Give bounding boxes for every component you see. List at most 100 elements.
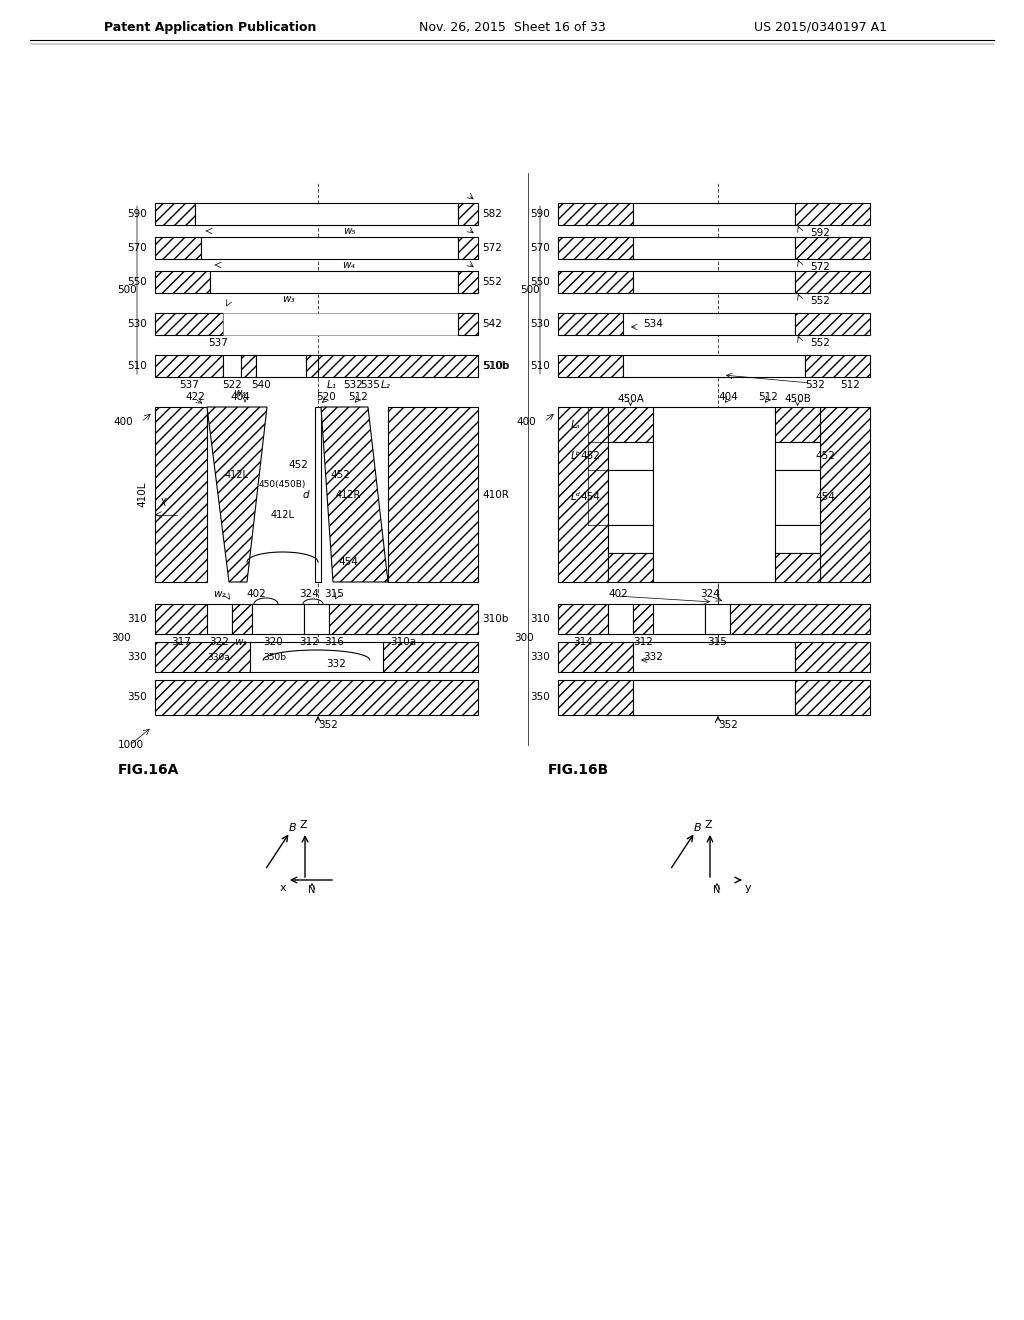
Text: w₅: w₅ — [343, 226, 355, 236]
Text: Lᵈ: Lᵈ — [571, 492, 581, 503]
Bar — [558, 355, 623, 378]
Text: 510: 510 — [127, 360, 147, 371]
Bar — [558, 407, 608, 582]
Bar — [730, 605, 870, 634]
Text: 316: 316 — [324, 638, 344, 647]
Text: 312: 312 — [299, 638, 318, 647]
Text: 400: 400 — [516, 417, 536, 426]
Bar — [195, 203, 458, 224]
Bar — [608, 442, 653, 470]
Text: 592: 592 — [810, 228, 829, 238]
Bar — [795, 313, 870, 335]
Text: Lᵇ: Lᵇ — [570, 451, 582, 461]
Text: 552: 552 — [482, 277, 502, 286]
Bar — [155, 238, 201, 259]
Bar — [795, 271, 870, 293]
Text: 350: 350 — [127, 693, 147, 702]
Bar — [201, 238, 458, 259]
Text: 454: 454 — [338, 557, 358, 568]
Text: 452: 452 — [815, 451, 835, 461]
Bar — [241, 355, 256, 378]
Text: 572: 572 — [810, 261, 829, 272]
Text: 590: 590 — [530, 209, 550, 219]
Text: Lₐ: Lₐ — [571, 420, 581, 429]
Text: FIG.16B: FIG.16B — [548, 763, 609, 777]
Text: 332: 332 — [327, 659, 346, 669]
Text: 530: 530 — [127, 319, 147, 329]
Text: 572: 572 — [482, 243, 502, 253]
Text: FIG.16A: FIG.16A — [118, 763, 179, 777]
Text: 1000: 1000 — [118, 741, 144, 750]
Bar — [633, 238, 795, 259]
Text: 320: 320 — [263, 638, 283, 647]
Bar — [608, 407, 653, 442]
Bar — [775, 407, 820, 442]
Text: 330a: 330a — [207, 652, 230, 661]
Bar — [329, 605, 478, 634]
Text: 352: 352 — [718, 719, 738, 730]
Bar — [608, 525, 653, 553]
Bar — [155, 642, 250, 672]
Text: 310a: 310a — [390, 638, 417, 647]
Bar — [304, 605, 329, 634]
Text: 317: 317 — [171, 638, 190, 647]
Polygon shape — [321, 407, 388, 582]
Text: 510b: 510b — [482, 360, 509, 371]
Text: y: y — [744, 883, 752, 894]
Bar — [775, 442, 820, 470]
Text: 314: 314 — [573, 638, 593, 647]
Bar — [558, 238, 633, 259]
Bar — [623, 313, 795, 335]
Text: 410R: 410R — [482, 490, 509, 499]
Text: L₁: L₁ — [327, 380, 337, 389]
Text: 542: 542 — [482, 319, 502, 329]
Bar — [306, 355, 478, 378]
Bar — [458, 203, 478, 224]
Text: 532: 532 — [343, 380, 362, 389]
Text: 452: 452 — [288, 459, 308, 470]
Text: 500: 500 — [117, 285, 137, 294]
Text: 532: 532 — [805, 380, 825, 389]
Bar — [458, 313, 478, 335]
Text: 300: 300 — [514, 634, 534, 643]
Bar — [383, 642, 478, 672]
Bar — [558, 203, 633, 224]
Bar — [256, 355, 306, 378]
Bar — [155, 271, 210, 293]
Text: 450(450B): 450(450B) — [259, 480, 306, 488]
Bar — [207, 605, 232, 634]
Bar — [805, 355, 870, 378]
Text: 330: 330 — [530, 652, 550, 663]
Text: 552: 552 — [810, 338, 829, 348]
Text: 522: 522 — [222, 380, 242, 389]
Bar — [795, 203, 870, 224]
Text: 404: 404 — [230, 392, 250, 403]
Text: 404: 404 — [718, 392, 738, 403]
Text: 520: 520 — [316, 392, 336, 403]
Text: X: X — [160, 498, 166, 507]
Text: 310: 310 — [530, 614, 550, 624]
Bar — [653, 605, 705, 634]
Text: 582: 582 — [482, 209, 502, 219]
Text: N: N — [714, 884, 721, 895]
Bar — [155, 355, 223, 378]
Text: 570: 570 — [530, 243, 550, 253]
Bar — [458, 238, 478, 259]
Text: 512: 512 — [840, 380, 860, 389]
Text: 590: 590 — [127, 209, 147, 219]
Text: 402: 402 — [608, 589, 628, 599]
Text: 510: 510 — [530, 360, 550, 371]
Text: 535: 535 — [360, 380, 380, 389]
Text: 422: 422 — [185, 392, 205, 403]
Bar — [558, 271, 633, 293]
Bar — [223, 355, 241, 378]
Text: w₂: w₂ — [213, 589, 226, 599]
Text: Nov. 26, 2015  Sheet 16 of 33: Nov. 26, 2015 Sheet 16 of 33 — [419, 21, 605, 33]
Bar — [232, 605, 252, 634]
Bar — [705, 605, 730, 634]
Bar — [558, 642, 633, 672]
Text: 500: 500 — [520, 285, 540, 294]
Text: Z: Z — [705, 820, 712, 830]
Text: L₂: L₂ — [381, 380, 391, 389]
Bar — [633, 642, 795, 672]
